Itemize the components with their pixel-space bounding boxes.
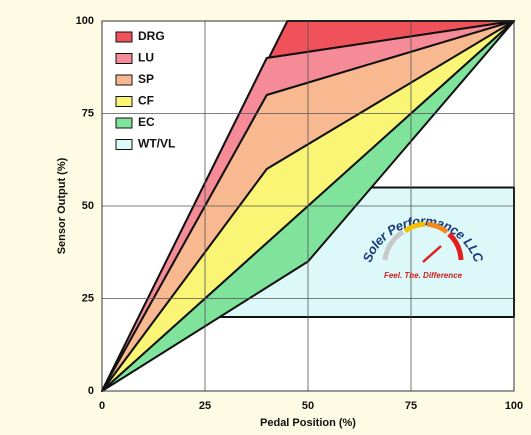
x-tick-label: 75 [405,400,417,412]
y-tick-label: 0 [88,385,94,397]
legend-swatch [115,139,133,150]
legend-label: EC [138,115,155,129]
legend-swatch [115,31,133,43]
legend-label: CF [138,94,154,108]
legend-swatch [115,117,133,129]
logo-tagline: Feel. The. Difference [384,271,463,280]
gauge-arc [426,221,449,235]
legend-label: WT/VL [138,137,175,151]
plot-frame [101,20,515,392]
y-tick-label: 75 [82,107,94,119]
legend-swatch [115,74,133,86]
legend-label: LU [138,51,154,65]
x-tick-label: 0 [99,400,105,412]
y-tick-label: 25 [82,292,94,304]
legend-swatch [115,53,133,64]
x-tick-label: 100 [505,400,523,412]
gauge-arc [447,232,464,261]
x-axis-label: Pedal Position (%) [260,417,356,429]
x-tick-label: 25 [199,400,211,412]
gauge-needle [422,245,442,263]
x-tick-label: 50 [302,400,314,412]
y-tick-label: 50 [82,200,94,212]
y-tick-label: 100 [76,15,94,27]
y-axis-label: Sensor Output (%) [56,157,68,254]
legend-label: SP [138,72,154,86]
legend-label: DRG [138,29,165,43]
legend-swatch [115,96,133,107]
gauge-arc [382,229,405,261]
gauge-arc [403,221,426,234]
